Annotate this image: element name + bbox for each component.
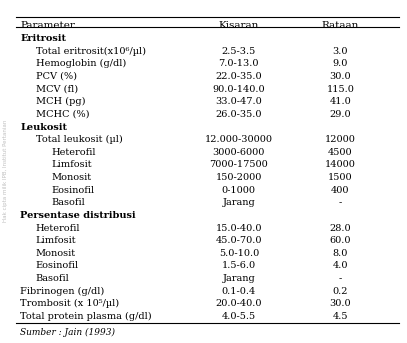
Text: Parameter: Parameter [20,21,75,30]
Text: Hemoglobin (g/dl): Hemoglobin (g/dl) [36,59,126,69]
Text: 3.0: 3.0 [333,47,348,56]
Text: Basofil: Basofil [51,198,85,207]
Text: 1.5-6.0: 1.5-6.0 [222,261,256,270]
Text: -: - [339,198,342,207]
Text: Jarang: Jarang [223,198,255,207]
Text: 7.0-13.0: 7.0-13.0 [219,59,259,68]
Text: Rataan: Rataan [322,21,359,30]
Text: 12.000-30000: 12.000-30000 [205,135,273,144]
Text: MCHC (%): MCHC (%) [36,110,89,119]
Text: 30.0: 30.0 [330,299,351,308]
Text: Eosinofil: Eosinofil [51,186,94,195]
Text: 14000: 14000 [325,161,356,169]
Text: 30.0: 30.0 [330,72,351,81]
Text: 9.0: 9.0 [333,59,348,68]
Text: Persentase distribusi: Persentase distribusi [20,211,136,220]
Text: PCV (%): PCV (%) [36,72,77,81]
Text: 20.0-40.0: 20.0-40.0 [216,299,262,308]
Text: Jarang: Jarang [223,274,255,283]
Text: Total protein plasma (g/dl): Total protein plasma (g/dl) [20,312,152,321]
Text: Limfosit: Limfosit [36,236,77,245]
Text: Total leukosit (µl): Total leukosit (µl) [36,135,123,144]
Text: 3000-6000: 3000-6000 [212,148,265,157]
Text: MCV (fl): MCV (fl) [36,85,78,94]
Text: 4.5: 4.5 [333,312,348,321]
Text: 90.0-140.0: 90.0-140.0 [212,85,265,94]
Text: 45.0-70.0: 45.0-70.0 [216,236,262,245]
Text: Hak cipta milik IPB, Institut Pertanian: Hak cipta milik IPB, Institut Pertanian [3,119,9,222]
Text: 4.0-5.5: 4.0-5.5 [222,312,256,321]
Text: Eritrosit: Eritrosit [20,34,66,43]
Text: 22.0-35.0: 22.0-35.0 [215,72,262,81]
Text: Basofil: Basofil [36,274,70,283]
Text: 28.0: 28.0 [330,224,351,233]
Text: Fibrinogen (g/dl): Fibrinogen (g/dl) [20,287,104,296]
Text: 29.0: 29.0 [330,110,351,119]
Text: Eosinofil: Eosinofil [36,261,79,270]
Text: Trombosit (x 10⁵/µl): Trombosit (x 10⁵/µl) [20,299,119,308]
Text: 2.5-3.5: 2.5-3.5 [222,47,256,56]
Text: 4.0: 4.0 [333,261,348,270]
Text: Monosit: Monosit [36,249,76,258]
Text: Limfosit: Limfosit [51,161,92,169]
Text: 0.2: 0.2 [333,287,348,296]
Text: 7000-17500: 7000-17500 [210,161,268,169]
Text: Total eritrosit(x10⁶/µl): Total eritrosit(x10⁶/µl) [36,47,146,56]
Text: 12000: 12000 [325,135,356,144]
Text: 4500: 4500 [328,148,352,157]
Text: 0.1-0.4: 0.1-0.4 [222,287,256,296]
Text: Leukosit: Leukosit [20,122,67,131]
Text: 1500: 1500 [328,173,352,182]
Text: 8.0: 8.0 [333,249,348,258]
Text: Sumber : Jain (1993): Sumber : Jain (1993) [20,328,115,337]
Text: 115.0: 115.0 [326,85,354,94]
Text: 5.0-10.0: 5.0-10.0 [219,249,259,258]
Text: 33.0-47.0: 33.0-47.0 [215,97,262,106]
Text: 26.0-35.0: 26.0-35.0 [216,110,262,119]
Text: 15.0-40.0: 15.0-40.0 [216,224,262,233]
Text: -: - [339,274,342,283]
Text: 150-2000: 150-2000 [216,173,262,182]
Text: Monosit: Monosit [51,173,92,182]
Text: 0-1000: 0-1000 [222,186,256,195]
Text: Kisaran: Kisaran [219,21,259,30]
Text: 400: 400 [331,186,350,195]
Text: Heterofil: Heterofil [36,224,80,233]
Text: MCH (pg): MCH (pg) [36,97,85,106]
Text: 60.0: 60.0 [330,236,351,245]
Text: 41.0: 41.0 [330,97,351,106]
Text: Heterofil: Heterofil [51,148,96,157]
